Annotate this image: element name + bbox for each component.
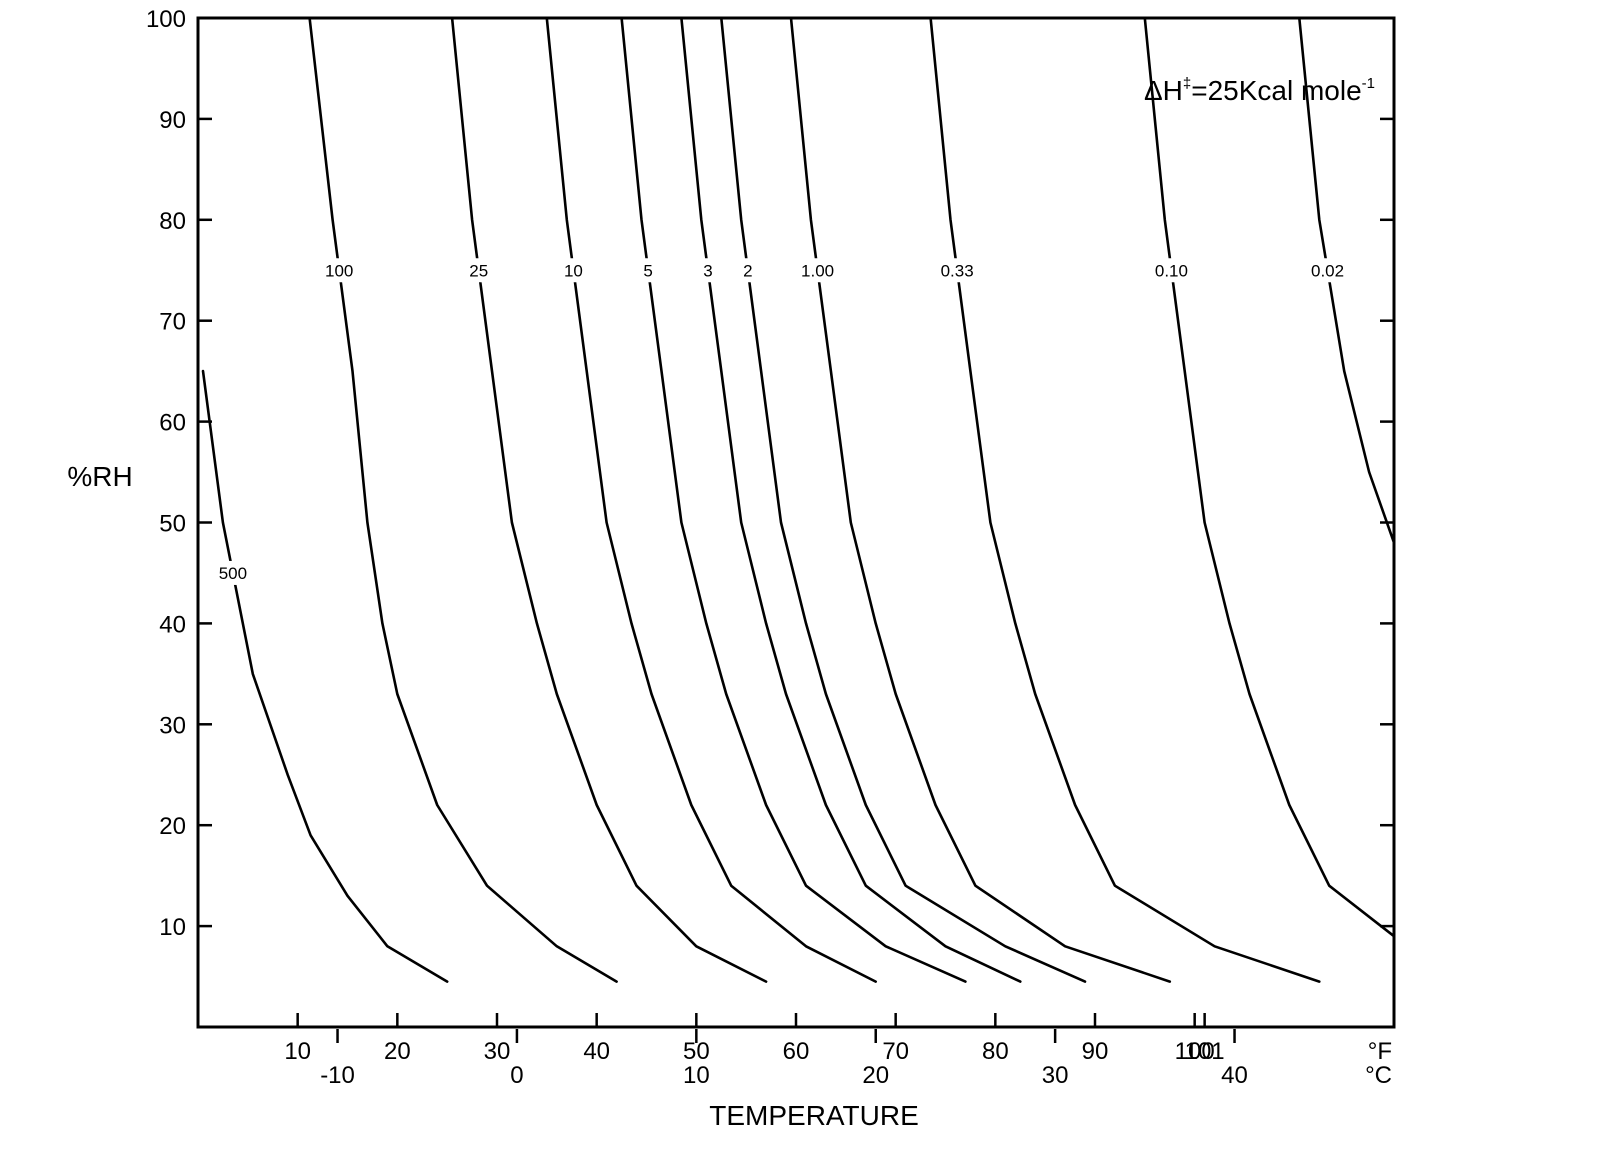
x-tick-label-c: 40: [1221, 1062, 1248, 1089]
curve-label-bg: [1304, 258, 1351, 283]
y-axis-title: %RH: [67, 461, 132, 492]
curve-0.10: [1143, 18, 1394, 938]
curve-label: 0.10: [1155, 261, 1188, 280]
annotation-superscript: ‡: [1183, 75, 1191, 92]
x-tick-label-c: 30: [1042, 1062, 1069, 1089]
y-tick-label: 30: [159, 712, 186, 739]
curve-label: 10: [564, 261, 583, 280]
curve-3: [680, 18, 1022, 983]
x-tick-label-f: 100: [1175, 1038, 1215, 1065]
curve-label: 0.02: [1311, 261, 1344, 280]
y-tick-label: 70: [159, 309, 186, 336]
x-tick-label-f: 30: [484, 1038, 511, 1065]
y-tick-label: 50: [159, 511, 186, 538]
curve-label-bg: [465, 258, 492, 283]
x-tick-label-f: 80: [982, 1038, 1009, 1065]
curve-label-bg: [640, 258, 657, 283]
curve-label: 25: [469, 261, 488, 280]
curve-label-bg: [1148, 258, 1195, 283]
curve-0.33: [929, 18, 1321, 983]
activation-energy-annotation: ΔH‡=25Kcal mole-1: [1144, 75, 1375, 106]
x-tick-label-f: 101: [1185, 1038, 1225, 1065]
curve-label: 2: [743, 261, 752, 280]
x-tick-label-c: 10: [683, 1062, 710, 1089]
curve-label-bg: [739, 258, 756, 283]
curve-label: 500: [219, 564, 247, 583]
x-tick-label-c: -10: [320, 1062, 355, 1089]
curve-label-bg: [794, 258, 841, 283]
y-tick-label: 20: [159, 813, 186, 840]
curve-label-bg: [699, 258, 716, 283]
curve-0.02: [1298, 18, 1394, 544]
curve-label-bg: [214, 560, 251, 585]
curve-label-bg: [934, 258, 981, 283]
y-tick-label: 10: [159, 914, 186, 941]
x-tick-label-c: 20: [862, 1062, 889, 1089]
x-unit-f: °F: [1368, 1038, 1392, 1065]
y-tick-label: 80: [159, 208, 186, 235]
curve-label-bg: [321, 258, 358, 283]
curve-10: [545, 18, 877, 983]
curve-5: [620, 18, 967, 983]
x-tick-label-f: 60: [783, 1038, 810, 1065]
annotation-exponent: -1: [1362, 75, 1375, 92]
annotation-prefix: ΔH: [1144, 75, 1183, 106]
curve-1.00: [789, 18, 1172, 983]
curve-label: 100: [325, 261, 353, 280]
y-tick-label: 100: [146, 6, 186, 33]
curves-layer: [201, 18, 1394, 983]
ticks-layer: [198, 16, 1394, 1043]
curve-label: 3: [703, 261, 712, 280]
x-tick-label-f: 20: [384, 1038, 411, 1065]
x-tick-label-f: 50: [683, 1038, 710, 1065]
curve-label-bg: [560, 258, 587, 283]
curve-label: 5: [643, 261, 652, 280]
curve-100: [308, 18, 618, 983]
x-unit-c: °C: [1365, 1062, 1392, 1089]
y-tick-label: 60: [159, 410, 186, 437]
x-tick-label-f: 70: [882, 1038, 909, 1065]
x-tick-label-c: 0: [510, 1062, 523, 1089]
annotation-main: =25Kcal mole: [1191, 75, 1361, 106]
curve-25: [450, 18, 768, 983]
curve-2: [720, 18, 1087, 983]
curve-500: [201, 369, 449, 983]
curve-label: 1.00: [801, 261, 834, 280]
plot-frame: [196, 16, 1396, 1029]
x-tick-label-f: 90: [1082, 1038, 1109, 1065]
x-axis-title: TEMPERATURE: [709, 1100, 919, 1131]
curve-label: 0.33: [941, 261, 974, 280]
y-tick-label: 90: [159, 107, 186, 134]
x-tick-label-f: 10: [284, 1038, 311, 1065]
y-tick-label: 40: [159, 611, 186, 638]
x-tick-label-f: 40: [583, 1038, 610, 1065]
